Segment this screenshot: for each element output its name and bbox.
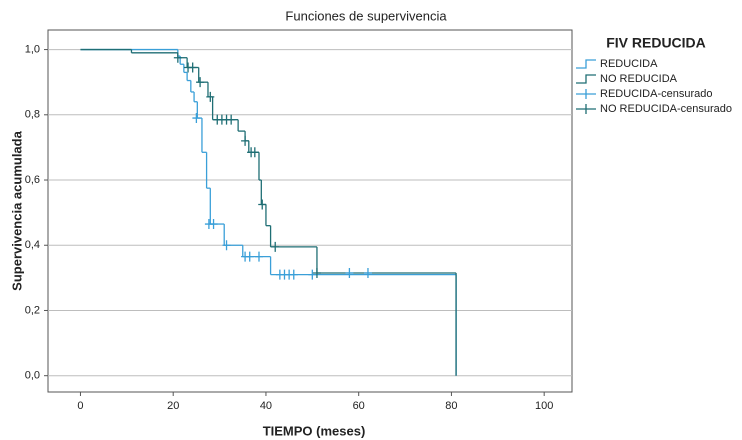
y-tick-label: 0,2 [25, 304, 40, 316]
plot-frame [47, 29, 573, 393]
censor-mark [188, 62, 197, 73]
censor-mark [173, 52, 182, 63]
censor-mark [245, 251, 254, 262]
censor-mark [241, 135, 250, 146]
censor-mark [250, 147, 259, 158]
y-tick-label: 0,6 [25, 174, 40, 186]
legend-label: REDUCIDA [600, 58, 658, 70]
legend-label: REDUCIDA-censurado [600, 88, 712, 100]
censor-mark [206, 91, 215, 102]
legend-label: NO REDUCIDA [600, 73, 678, 85]
censor-mark [363, 267, 372, 278]
legend-swatch [576, 104, 596, 114]
y-tick-label: 0,0 [25, 370, 40, 382]
y-tick-label: 0,8 [25, 109, 40, 121]
chart-title: Funciones de supervivencia [285, 8, 447, 23]
x-tick-label: 60 [353, 400, 365, 412]
x-axis-title: TIEMPO (meses) [263, 423, 366, 438]
y-axis-title: Supervivencia acumulada [9, 130, 24, 290]
legend-swatch [576, 89, 596, 99]
y-tick-label: 1,0 [25, 43, 40, 55]
censor-mark [258, 199, 267, 210]
x-tick-label: 0 [77, 400, 83, 412]
censor-mark [271, 241, 280, 252]
censor-mark [209, 219, 218, 230]
censor-mark [289, 269, 298, 280]
x-tick-label: 20 [167, 400, 179, 412]
censor-mark [345, 267, 354, 278]
censor-mark [222, 240, 231, 251]
x-tick-label: 100 [535, 400, 553, 412]
censor-mark [227, 114, 236, 125]
censor-mark [308, 269, 317, 280]
censor-mark [254, 251, 263, 262]
legend-swatch [576, 59, 596, 69]
legend-title: FIV REDUCIDA [606, 35, 706, 51]
censor-mark [192, 113, 201, 124]
legend-swatch [576, 74, 596, 84]
censor-mark [196, 77, 205, 88]
y-tick-label: 0,4 [25, 239, 40, 251]
legend-label: NO REDUCIDA-censurado [600, 103, 732, 115]
x-tick-label: 40 [260, 400, 272, 412]
censor-mark [312, 267, 321, 278]
x-tick-label: 80 [445, 400, 457, 412]
